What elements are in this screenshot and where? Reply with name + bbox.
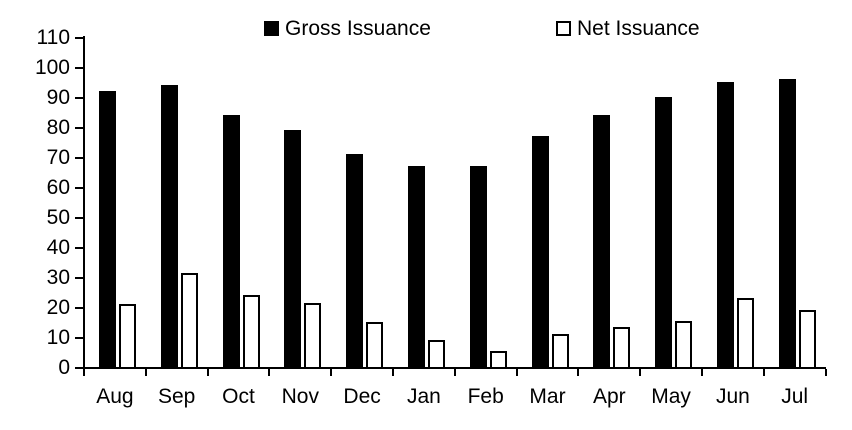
- x-axis-tick: [330, 369, 333, 376]
- y-tick-label: 0: [58, 356, 70, 379]
- x-tick-label: Apr: [592, 385, 626, 408]
- x-tick-label: Jul: [781, 385, 809, 408]
- y-axis-tick: [75, 277, 83, 279]
- net-issuance-bar: [613, 326, 631, 369]
- x-tick-label: Sep: [158, 385, 196, 408]
- y-tick-label: 20: [46, 296, 70, 319]
- net-issuance-bar: [675, 320, 693, 369]
- y-axis-tick: [75, 367, 83, 369]
- x-axis-tick: [515, 369, 518, 376]
- gross-issuance-bar: [408, 166, 425, 367]
- net-issuance-swatch-icon: [556, 21, 571, 36]
- y-axis-tick: [75, 67, 83, 69]
- x-tick-label: Jan: [406, 385, 441, 408]
- legend-item-gross-issuance: Gross Issuance: [264, 18, 431, 39]
- x-tick-label: Nov: [281, 385, 319, 408]
- x-axis-line: [83, 367, 827, 369]
- x-axis-tick: [144, 369, 147, 376]
- gross-issuance-bar: [284, 130, 302, 367]
- gross-issuance-bar: [717, 82, 734, 367]
- net-issuance-bar: [737, 298, 754, 369]
- x-axis-tick: [392, 369, 394, 376]
- net-issuance-bar: [428, 340, 445, 369]
- y-axis-tick: [75, 127, 83, 129]
- gross-issuance-swatch-icon: [264, 21, 279, 36]
- y-axis-tick: [75, 97, 83, 99]
- x-tick-label: Aug: [96, 385, 134, 408]
- gross-issuance-bar: [531, 136, 549, 367]
- x-axis-tick: [639, 369, 642, 376]
- y-tick-label: 110: [36, 26, 70, 49]
- y-tick-label: 70: [46, 146, 70, 169]
- net-issuance-bar: [551, 334, 569, 369]
- y-tick-label: 40: [46, 236, 70, 259]
- y-tick-label: 90: [46, 86, 70, 109]
- x-axis-tick: [83, 369, 85, 376]
- gross-issuance-bar: [778, 79, 796, 367]
- y-tick-label: 10: [46, 326, 70, 349]
- gross-issuance-bar: [655, 97, 673, 367]
- y-tick-label: 50: [46, 206, 70, 229]
- gross-issuance-bar: [222, 115, 240, 367]
- y-axis-tick: [75, 187, 83, 189]
- y-axis-tick: [75, 157, 83, 159]
- x-tick-label: May: [651, 385, 691, 408]
- x-tick-label: Feb: [467, 385, 504, 408]
- gross-issuance-bar: [593, 115, 611, 367]
- x-tick-label: Mar: [529, 385, 566, 408]
- y-axis-line: [83, 36, 85, 369]
- y-axis-tick: [75, 337, 83, 339]
- legend-item-net-issuance: Net Issuance: [556, 18, 700, 39]
- x-axis-tick: [762, 369, 765, 376]
- x-axis-tick: [453, 369, 456, 376]
- x-axis-tick: [268, 369, 271, 376]
- net-issuance-bar: [180, 272, 198, 369]
- legend-label-net-issuance: Net Issuance: [577, 17, 700, 40]
- y-axis-tick: [75, 37, 83, 39]
- y-tick-label: 100: [34, 56, 70, 79]
- net-issuance-bar: [798, 310, 816, 369]
- net-issuance-bar: [242, 295, 260, 369]
- y-axis-tick: [75, 247, 83, 249]
- net-issuance-bar: [304, 302, 322, 369]
- legend-label-gross-issuance: Gross Issuance: [285, 17, 431, 40]
- x-axis-tick: [206, 369, 209, 376]
- y-tick-label: 60: [46, 176, 70, 199]
- y-tick-label: 30: [46, 266, 70, 289]
- y-axis-tick: [75, 217, 83, 219]
- x-tick-label: Oct: [222, 385, 255, 408]
- x-axis-tick: [824, 369, 827, 376]
- gross-issuance-bar: [469, 166, 487, 367]
- gross-issuance-bar: [160, 85, 178, 367]
- y-tick-label: 80: [46, 116, 70, 139]
- net-issuance-bar: [366, 322, 384, 369]
- x-tick-label: Dec: [343, 385, 381, 408]
- y-axis-tick: [75, 307, 83, 309]
- net-issuance-bar: [489, 350, 507, 369]
- x-axis-tick: [701, 369, 703, 376]
- gross-issuance-bar: [99, 91, 116, 367]
- net-issuance-bar: [119, 304, 136, 369]
- x-tick-label: Jun: [715, 385, 750, 408]
- x-axis-tick: [577, 369, 580, 376]
- gross-issuance-bar: [346, 154, 364, 367]
